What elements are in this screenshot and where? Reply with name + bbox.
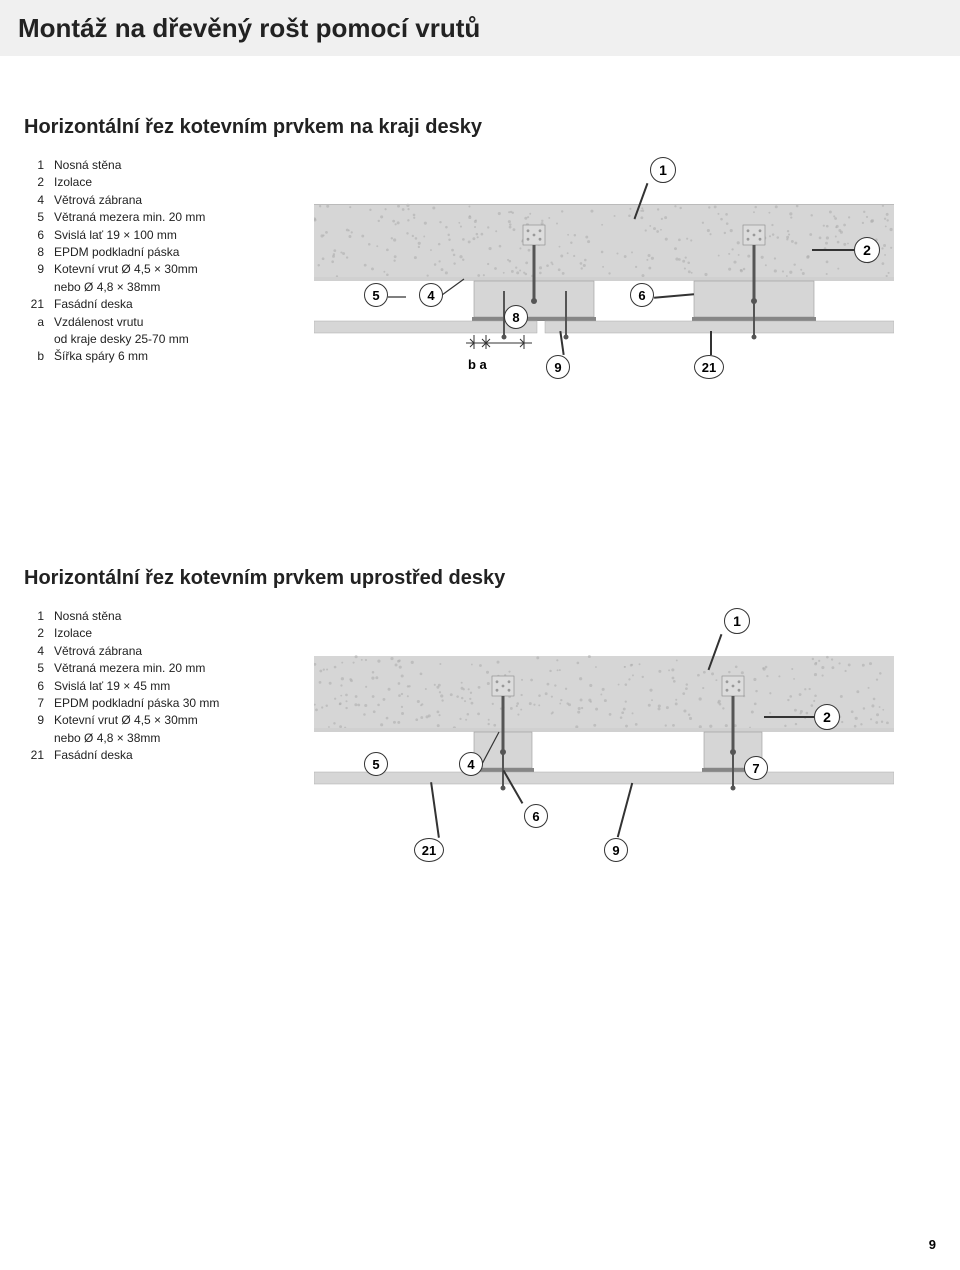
diagram1-svg — [314, 157, 894, 447]
legend-key: 6 — [24, 227, 44, 244]
callout2-5: 5 — [364, 752, 388, 776]
legend-value: EPDM podkladní páska — [54, 244, 284, 261]
legend-key: 5 — [24, 660, 44, 677]
section2-diagram: 1 2 5 4 6 7 21 9 — [314, 608, 936, 898]
legend-value: Větrová zábrana — [54, 192, 284, 209]
legend-key: a — [24, 314, 44, 349]
legend-value: EPDM podkladní páska 30 mm — [54, 695, 284, 712]
callout-8: 8 — [504, 305, 528, 329]
legend-value: Šířka spáry 6 mm — [54, 348, 284, 365]
legend-value: Kotevní vrut Ø 4,5 × 30mmnebo Ø 4,8 × 38… — [54, 261, 284, 296]
callout2-6: 6 — [524, 804, 548, 828]
legend-row: b Šířka spáry 6 mm — [24, 348, 284, 365]
section1-diagram: 1 2 5 4 6 8 9 21 b a — [314, 157, 936, 447]
callout2-4: 4 — [459, 752, 483, 776]
legend-row: 5 Větraná mezera min. 20 mm — [24, 660, 284, 677]
callout-1: 1 — [650, 157, 676, 183]
legend-row: 9 Kotevní vrut Ø 4,5 × 30mmnebo Ø 4,8 × 3… — [24, 261, 284, 296]
section2-legend: 1 Nosná stěna 2 Izolace 4 Větrová zábrana 5 Vět… — [24, 608, 284, 765]
callout2-1: 1 — [724, 608, 750, 634]
legend-key: 21 — [24, 747, 44, 764]
ba-ticks — [464, 335, 584, 357]
callout-21: 21 — [694, 355, 724, 379]
legend-value: Větrová zábrana — [54, 643, 284, 660]
legend-key: 7 — [24, 695, 44, 712]
legend-row: 7 EPDM podkladní páska 30 mm — [24, 695, 284, 712]
page-number: 9 — [929, 1237, 936, 1252]
legend-key: 21 — [24, 296, 44, 313]
callout-9: 9 — [546, 355, 570, 379]
callout-2: 2 — [854, 237, 880, 263]
label-ba: b a — [468, 357, 487, 372]
callout2-7: 7 — [744, 756, 768, 780]
legend-key: 2 — [24, 625, 44, 642]
legend-key: 2 — [24, 174, 44, 191]
legend-row: 6 Svislá lať 19 × 100 mm — [24, 227, 284, 244]
legend-value: Izolace — [54, 625, 284, 642]
legend-key: 1 — [24, 157, 44, 174]
callout-4: 4 — [419, 283, 443, 307]
legend-value: Svislá lať 19 × 45 mm — [54, 678, 284, 695]
section1-legend: 1 Nosná stěna 2 Izolace 4 Větrová zábrana 5 Vět… — [24, 157, 284, 366]
legend-row: 4 Větrová zábrana — [24, 192, 284, 209]
callout-2-line — [812, 249, 854, 251]
page-title: Montáž na dřevěný rošt pomocí vrutů — [18, 13, 480, 44]
legend-key: 4 — [24, 643, 44, 660]
legend-value: Nosná stěna — [54, 157, 284, 174]
legend-row: 1 Nosná stěna — [24, 157, 284, 174]
callout2-21: 21 — [414, 838, 444, 862]
callout2-2-line — [764, 716, 814, 718]
legend-row: 4 Větrová zábrana — [24, 643, 284, 660]
legend-key: 6 — [24, 678, 44, 695]
legend-row: 21 Fasádní deska — [24, 296, 284, 313]
legend-row: 8 EPDM podkladní páska — [24, 244, 284, 261]
legend-value: Fasádní deska — [54, 296, 284, 313]
legend-key: 9 — [24, 261, 44, 296]
legend-value: Větraná mezera min. 20 mm — [54, 209, 284, 226]
legend-row: 9 Kotevní vrut Ø 4,5 × 30mmnebo Ø 4,8 × 3… — [24, 712, 284, 747]
legend-value: Svislá lať 19 × 100 mm — [54, 227, 284, 244]
callout2-2: 2 — [814, 704, 840, 730]
legend-value: Vzdálenost vrutuod kraje desky 25-70 mm — [54, 314, 284, 349]
legend-key: 9 — [24, 712, 44, 747]
legend-key: 8 — [24, 244, 44, 261]
callout-6: 6 — [630, 283, 654, 307]
section-edge: Horizontální řez kotevním prvkem na kraj… — [24, 116, 936, 447]
legend-row: a Vzdálenost vrutuod kraje desky 25-70 mm — [24, 314, 284, 349]
legend-key: 5 — [24, 209, 44, 226]
section-middle: Horizontální řez kotevním prvkem uprostř… — [24, 567, 936, 898]
legend-row: 2 Izolace — [24, 625, 284, 642]
legend-row: 21 Fasádní deska — [24, 747, 284, 764]
legend-key: 4 — [24, 192, 44, 209]
legend-row: 5 Větraná mezera min. 20 mm — [24, 209, 284, 226]
legend-value: Větraná mezera min. 20 mm — [54, 660, 284, 677]
legend-value: Kotevní vrut Ø 4,5 × 30mmnebo Ø 4,8 × 38… — [54, 712, 284, 747]
callout2-9: 9 — [604, 838, 628, 862]
callout-5: 5 — [364, 283, 388, 307]
section2-heading: Horizontální řez kotevním prvkem uprostř… — [24, 567, 936, 590]
legend-value: Fasádní deska — [54, 747, 284, 764]
legend-row: 1 Nosná stěna — [24, 608, 284, 625]
legend-value: Nosná stěna — [54, 608, 284, 625]
legend-key: b — [24, 348, 44, 365]
legend-row: 2 Izolace — [24, 174, 284, 191]
callout-21-line — [710, 331, 712, 355]
legend-row: 6 Svislá lať 19 × 45 mm — [24, 678, 284, 695]
legend-value: Izolace — [54, 174, 284, 191]
section1-heading: Horizontální řez kotevním prvkem na kraj… — [24, 116, 936, 139]
legend-key: 1 — [24, 608, 44, 625]
section1-row: 1 Nosná stěna 2 Izolace 4 Větrová zábrana 5 Vět… — [24, 157, 936, 447]
section2-row: 1 Nosná stěna 2 Izolace 4 Větrová zábrana 5 Vět… — [24, 608, 936, 898]
page-title-bar: Montáž na dřevěný rošt pomocí vrutů — [0, 0, 960, 56]
